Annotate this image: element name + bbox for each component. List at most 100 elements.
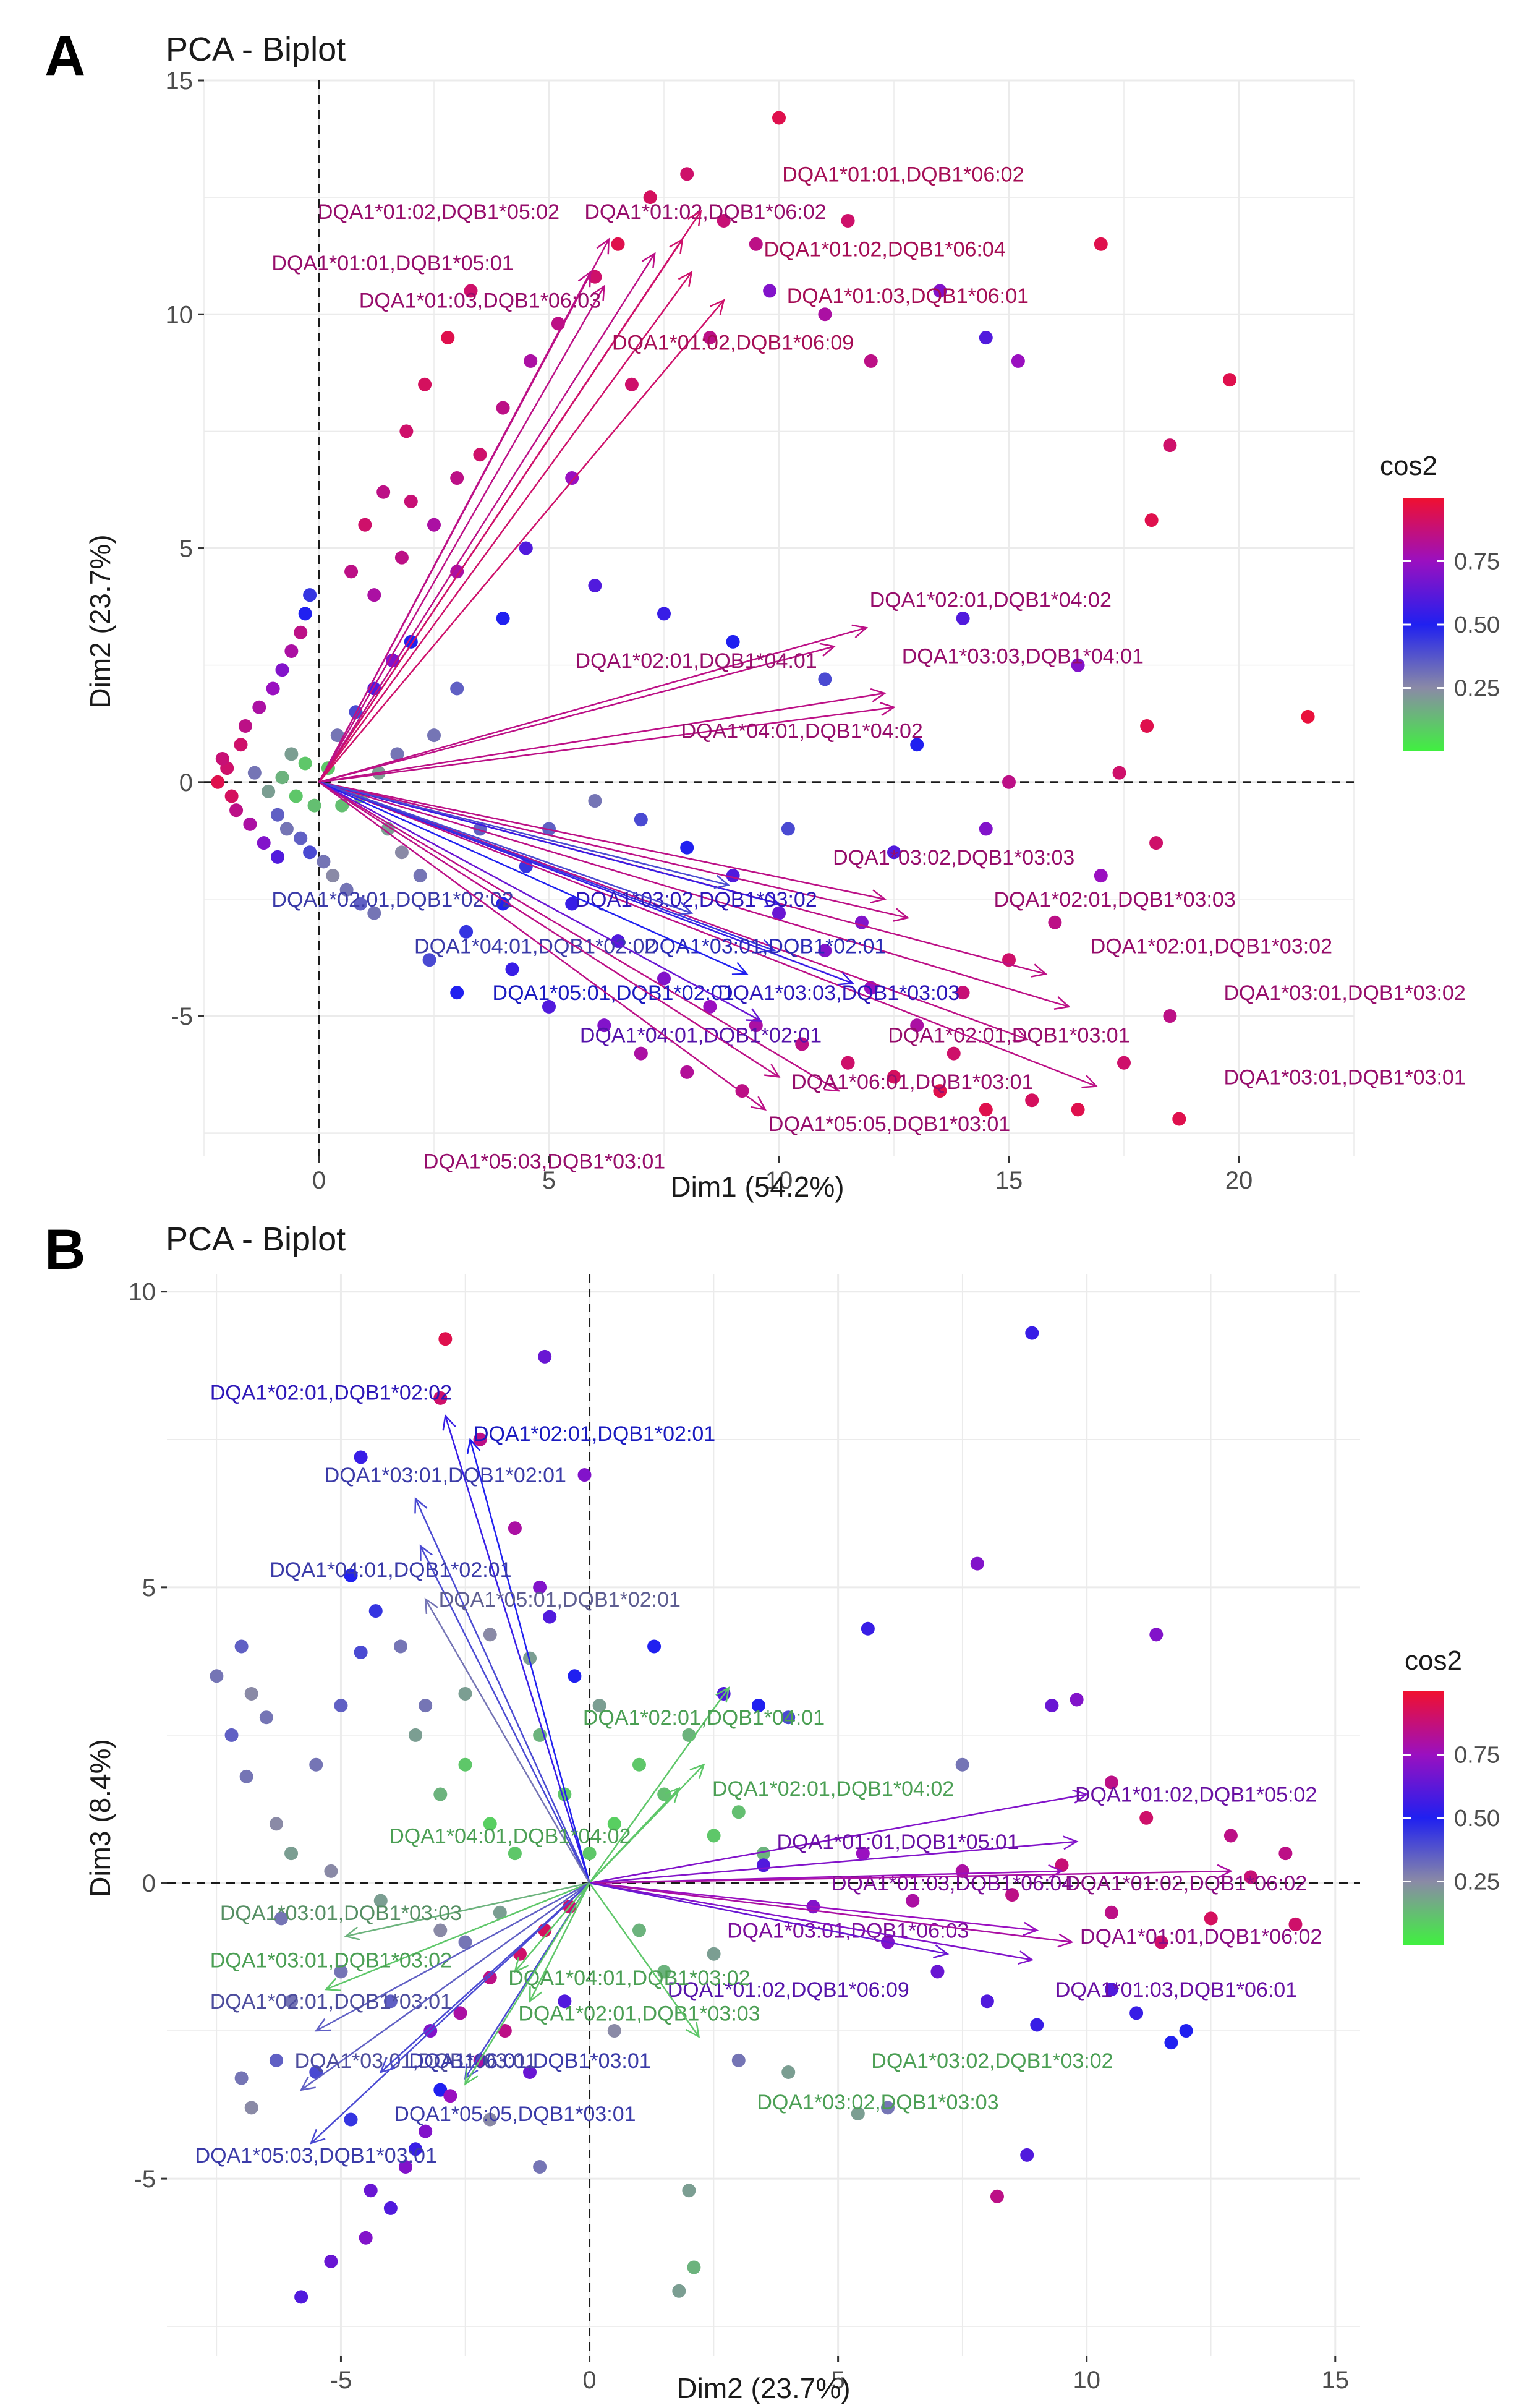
vector-label: DQA1*04:01,DQB1*02:02	[414, 935, 656, 959]
data-point	[910, 1018, 924, 1033]
loading-vector	[589, 1882, 948, 1955]
data-point	[781, 1710, 796, 1725]
vector-label: DQA1*01:02,DQB1*06:02	[1065, 1872, 1307, 1895]
loading-vector	[318, 626, 867, 783]
data-point	[419, 2124, 433, 2138]
data-point	[1071, 658, 1085, 672]
data-point	[413, 869, 427, 883]
data-point	[358, 518, 372, 532]
data-point	[781, 2065, 796, 2079]
loading-vector	[318, 646, 835, 783]
vector-label: DQA1*05:03,DQB1*03:01	[195, 2144, 437, 2167]
vector-label: DQA1*03:01,DQB1*02:01	[325, 1464, 566, 1487]
panel-b-title: PCA - Biplot	[166, 1221, 346, 1258]
data-point	[864, 354, 878, 368]
data-point	[394, 845, 409, 860]
legend-tick-label: 0.75	[1454, 1743, 1500, 1769]
vector-label: DQA1*02:01,DQB1*04:01	[575, 649, 817, 673]
data-point	[483, 1817, 497, 1831]
data-point	[1094, 869, 1108, 883]
data-point	[269, 1817, 283, 1831]
data-point	[234, 1639, 249, 1654]
loading-vector-arrowhead	[838, 971, 854, 986]
y-tick-label: 10	[129, 1279, 156, 1306]
data-point	[284, 747, 299, 761]
loading-vector-arrowhead	[715, 1686, 730, 1703]
x-tick-label: 15	[995, 1167, 1023, 1194]
data-point	[339, 882, 354, 897]
data-point	[483, 1970, 497, 1984]
loading-vector-arrowhead	[442, 1414, 456, 1431]
data-point	[513, 1947, 527, 1961]
data-point	[632, 1757, 646, 1772]
vector-label: DQA1*02:01,DQB1*03:03	[993, 888, 1235, 912]
data-point	[930, 1965, 945, 1979]
data-point	[450, 681, 464, 696]
data-point	[1140, 719, 1154, 733]
y-tick-label: 15	[166, 67, 194, 95]
loading-vector-arrowhead	[344, 1926, 361, 1940]
data-point	[1204, 1911, 1218, 1926]
data-point	[1005, 1888, 1019, 1902]
data-point	[433, 2083, 448, 2097]
loading-vector	[318, 271, 692, 783]
loading-vector-arrowhead	[893, 908, 910, 922]
data-point	[508, 1521, 522, 1535]
panel-b-y-axis-title: Dim3 (8.4%)	[84, 1739, 116, 1897]
data-point	[399, 2159, 412, 2174]
data-point	[533, 2159, 547, 2174]
data-point	[703, 331, 717, 345]
data-point	[394, 550, 409, 565]
data-point	[326, 869, 340, 883]
data-point	[224, 1728, 239, 1742]
data-point	[498, 2024, 512, 2038]
data-point	[657, 1965, 671, 1979]
data-point	[450, 471, 464, 485]
vector-label: DQA1*03:01,DQB1*03:01	[294, 2049, 536, 2073]
data-point	[582, 1847, 597, 1861]
data-point	[307, 798, 321, 813]
data-point	[523, 2065, 537, 2079]
data-point	[841, 213, 855, 228]
data-point	[330, 728, 344, 743]
data-point	[607, 2024, 621, 2038]
data-point	[956, 612, 970, 625]
data-point	[224, 789, 239, 803]
data-point	[979, 331, 993, 345]
data-point	[680, 840, 694, 855]
data-point	[1164, 2036, 1178, 2050]
data-point	[1278, 1847, 1293, 1861]
loading-vector	[346, 1882, 590, 1937]
data-point	[565, 897, 579, 911]
loading-vector-arrowhead	[665, 1787, 681, 1803]
data-point	[749, 1018, 763, 1033]
loading-vector	[318, 781, 1097, 1087]
vector-label: DQA1*02:01,DQB1*02:01	[474, 1422, 715, 1446]
data-point	[543, 1610, 557, 1624]
data-point	[592, 1699, 606, 1713]
data-point	[1288, 1917, 1303, 1931]
panel-b-points	[210, 1326, 1303, 2304]
loading-vector-arrowhead	[314, 2018, 331, 2032]
data-point	[1149, 836, 1164, 850]
legend-tick-label: 0.25	[1454, 676, 1500, 702]
panel-a-y-axis-title: Dim2 (23.7%)	[84, 534, 116, 708]
data-point	[441, 331, 455, 345]
loading-vector-arrowhead	[1017, 1950, 1034, 1965]
data-point	[376, 485, 391, 499]
data-point	[496, 401, 510, 415]
loading-vector-arrowhead	[1023, 1921, 1039, 1936]
data-point	[707, 1829, 721, 1843]
data-point	[244, 1686, 258, 1701]
data-point	[524, 354, 538, 368]
vector-label: DQA1*02:01,DQB1*04:02	[870, 589, 1112, 612]
y-tick-label: 5	[142, 1574, 156, 1602]
x-tick-label: 5	[542, 1167, 556, 1194]
data-point	[1301, 709, 1315, 724]
data-point	[731, 2053, 746, 2067]
data-point	[505, 962, 519, 976]
data-point	[1071, 1103, 1085, 1117]
data-point	[818, 944, 832, 958]
data-point	[427, 518, 441, 532]
data-point	[980, 1994, 994, 2009]
